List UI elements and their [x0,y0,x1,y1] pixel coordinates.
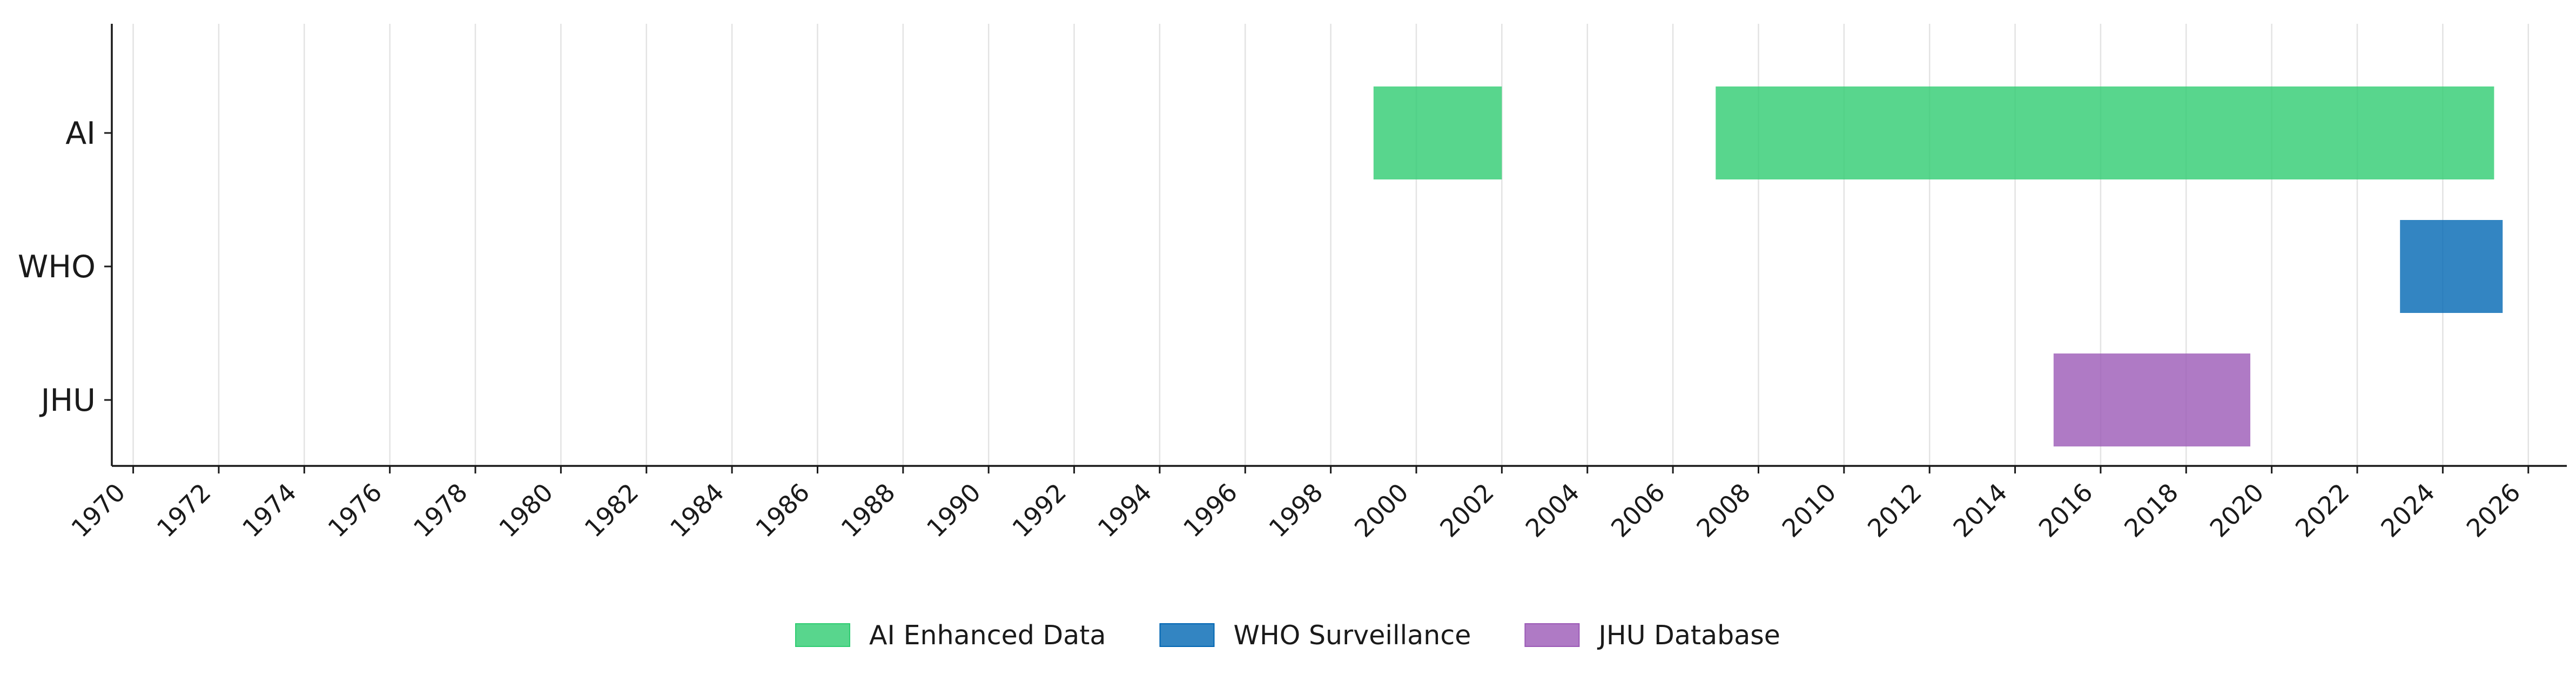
x-tick-label: 2002 [1434,478,1499,543]
category-label-jhu: JHU [39,383,96,418]
x-tick-label: 1998 [1263,478,1328,543]
legend-swatch-3 [1524,623,1580,647]
x-tick-label: 2022 [2290,478,2355,543]
x-tick-label: 1986 [750,478,815,543]
axis-layer [104,24,2567,473]
legend-label: WHO Surveillance [1234,620,1471,651]
bar-jhu-1 [2053,353,2251,446]
x-tick-label: 2004 [1520,478,1585,543]
x-tick-label: 1988 [836,478,901,543]
x-tick-label: 1980 [493,478,559,543]
x-tick-label: 1982 [579,478,644,543]
x-tick-label: 1990 [921,478,986,543]
bar-ai-1 [1373,86,1502,179]
x-tick-labels: 1970 1972 1974 1976 1978 1980 1982 1984 1986 1988… [65,478,2526,543]
x-tick-label: 1974 [237,478,302,543]
legend-label: JHU Database [1597,620,1780,651]
legend-swatch-1 [795,623,851,647]
x-tick-label: 2016 [2033,478,2099,543]
legend-label: AI Enhanced Data [869,620,1106,651]
x-tick-label: 1970 [65,478,131,543]
x-tick-label: 2010 [1777,478,1842,543]
x-tick-label: 2020 [2204,478,2269,543]
category-label-who: WHO [18,249,96,285]
grid-layer [132,24,2529,466]
x-tick-label: 2026 [2461,478,2526,543]
x-tick-label: 1972 [151,478,217,543]
bar-ai-2 [1716,86,2494,179]
x-tick-label: 1984 [664,478,730,543]
legend: AI Enhanced Data WHO Surveillance JHU Data… [795,620,1780,651]
x-tick-label: 1978 [408,478,473,543]
bar-who-1 [2400,220,2503,313]
x-tick-label: 2008 [1691,478,1756,543]
category-label-ai: AI [65,116,96,151]
x-tick-label: 2012 [1862,478,1927,543]
x-tick-label: 2014 [1947,478,2013,543]
x-tick-label: 1996 [1178,478,1243,543]
x-tick-label: 2018 [2118,478,2184,543]
x-tick-label: 1992 [1006,478,1072,543]
x-tick-label: 1976 [322,478,387,543]
bar-layer [1373,86,2503,446]
legend-swatch-2 [1159,623,1215,647]
x-tick-label: 2000 [1349,478,1414,543]
category-labels: AI WHO JHU [18,116,96,418]
x-tick-label: 1994 [1092,478,1158,543]
x-tick-label: 2006 [1605,478,1671,543]
x-tick-label: 2024 [2375,478,2440,543]
